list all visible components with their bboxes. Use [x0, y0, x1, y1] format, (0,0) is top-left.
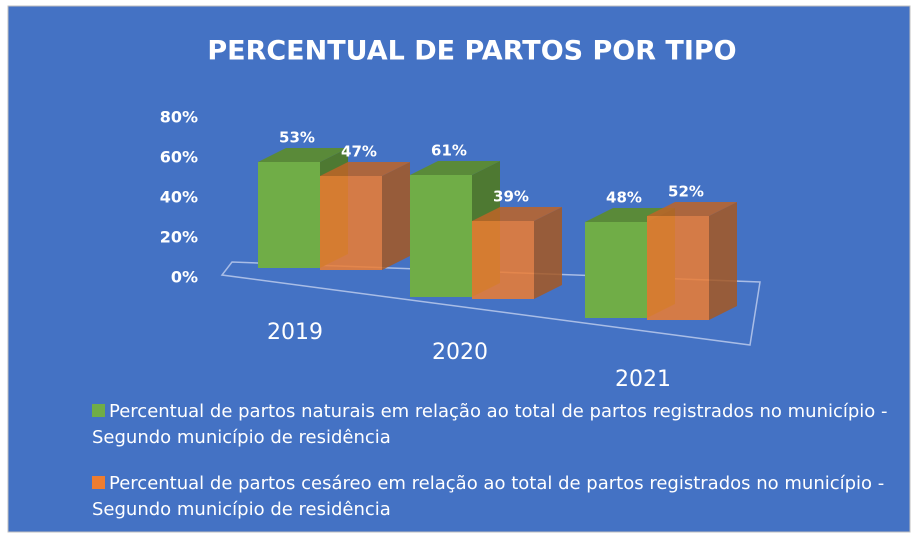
y-tick-label: 20% [160, 228, 198, 247]
bar [472, 221, 534, 299]
legend-label: Percentual de partos cesáreo em relação … [92, 473, 885, 520]
legend-label: Percentual de partos naturais em relação… [92, 401, 888, 448]
bar-top [647, 202, 737, 216]
y-tick-label: 60% [160, 148, 198, 167]
floor [220, 261, 761, 346]
x-tick-label: 2021 [615, 367, 671, 392]
y-tick-label: 80% [160, 108, 198, 127]
bar-side [382, 162, 410, 270]
bar-top [472, 207, 562, 221]
bar [647, 216, 709, 320]
bar-top [258, 148, 348, 162]
legend-entry: Percentual de partos naturais em relação… [92, 399, 892, 451]
data-label: 53% [279, 129, 315, 147]
chart-title: PERCENTUAL DE PARTOS POR TIPO [207, 36, 736, 67]
bar-side [709, 202, 737, 320]
legend-swatch [92, 476, 105, 489]
bar [320, 176, 382, 270]
data-label: 61% [431, 142, 467, 160]
legend-entry: Percentual de partos cesáreo em relação … [92, 471, 892, 523]
bar-side [534, 207, 562, 299]
bar [258, 162, 320, 268]
x-tick-label: 2019 [267, 320, 323, 345]
y-tick-label: 40% [160, 188, 198, 207]
y-tick-label: 0% [171, 268, 198, 287]
data-label: 39% [493, 188, 529, 206]
bar [585, 222, 647, 318]
data-label: 52% [668, 183, 704, 201]
legend-swatch [92, 404, 105, 417]
bar-top [410, 161, 500, 175]
data-label: 47% [341, 143, 377, 161]
data-label: 48% [606, 189, 642, 207]
bar [410, 175, 472, 297]
bar-top [320, 162, 410, 176]
x-tick-label: 2020 [432, 340, 488, 365]
